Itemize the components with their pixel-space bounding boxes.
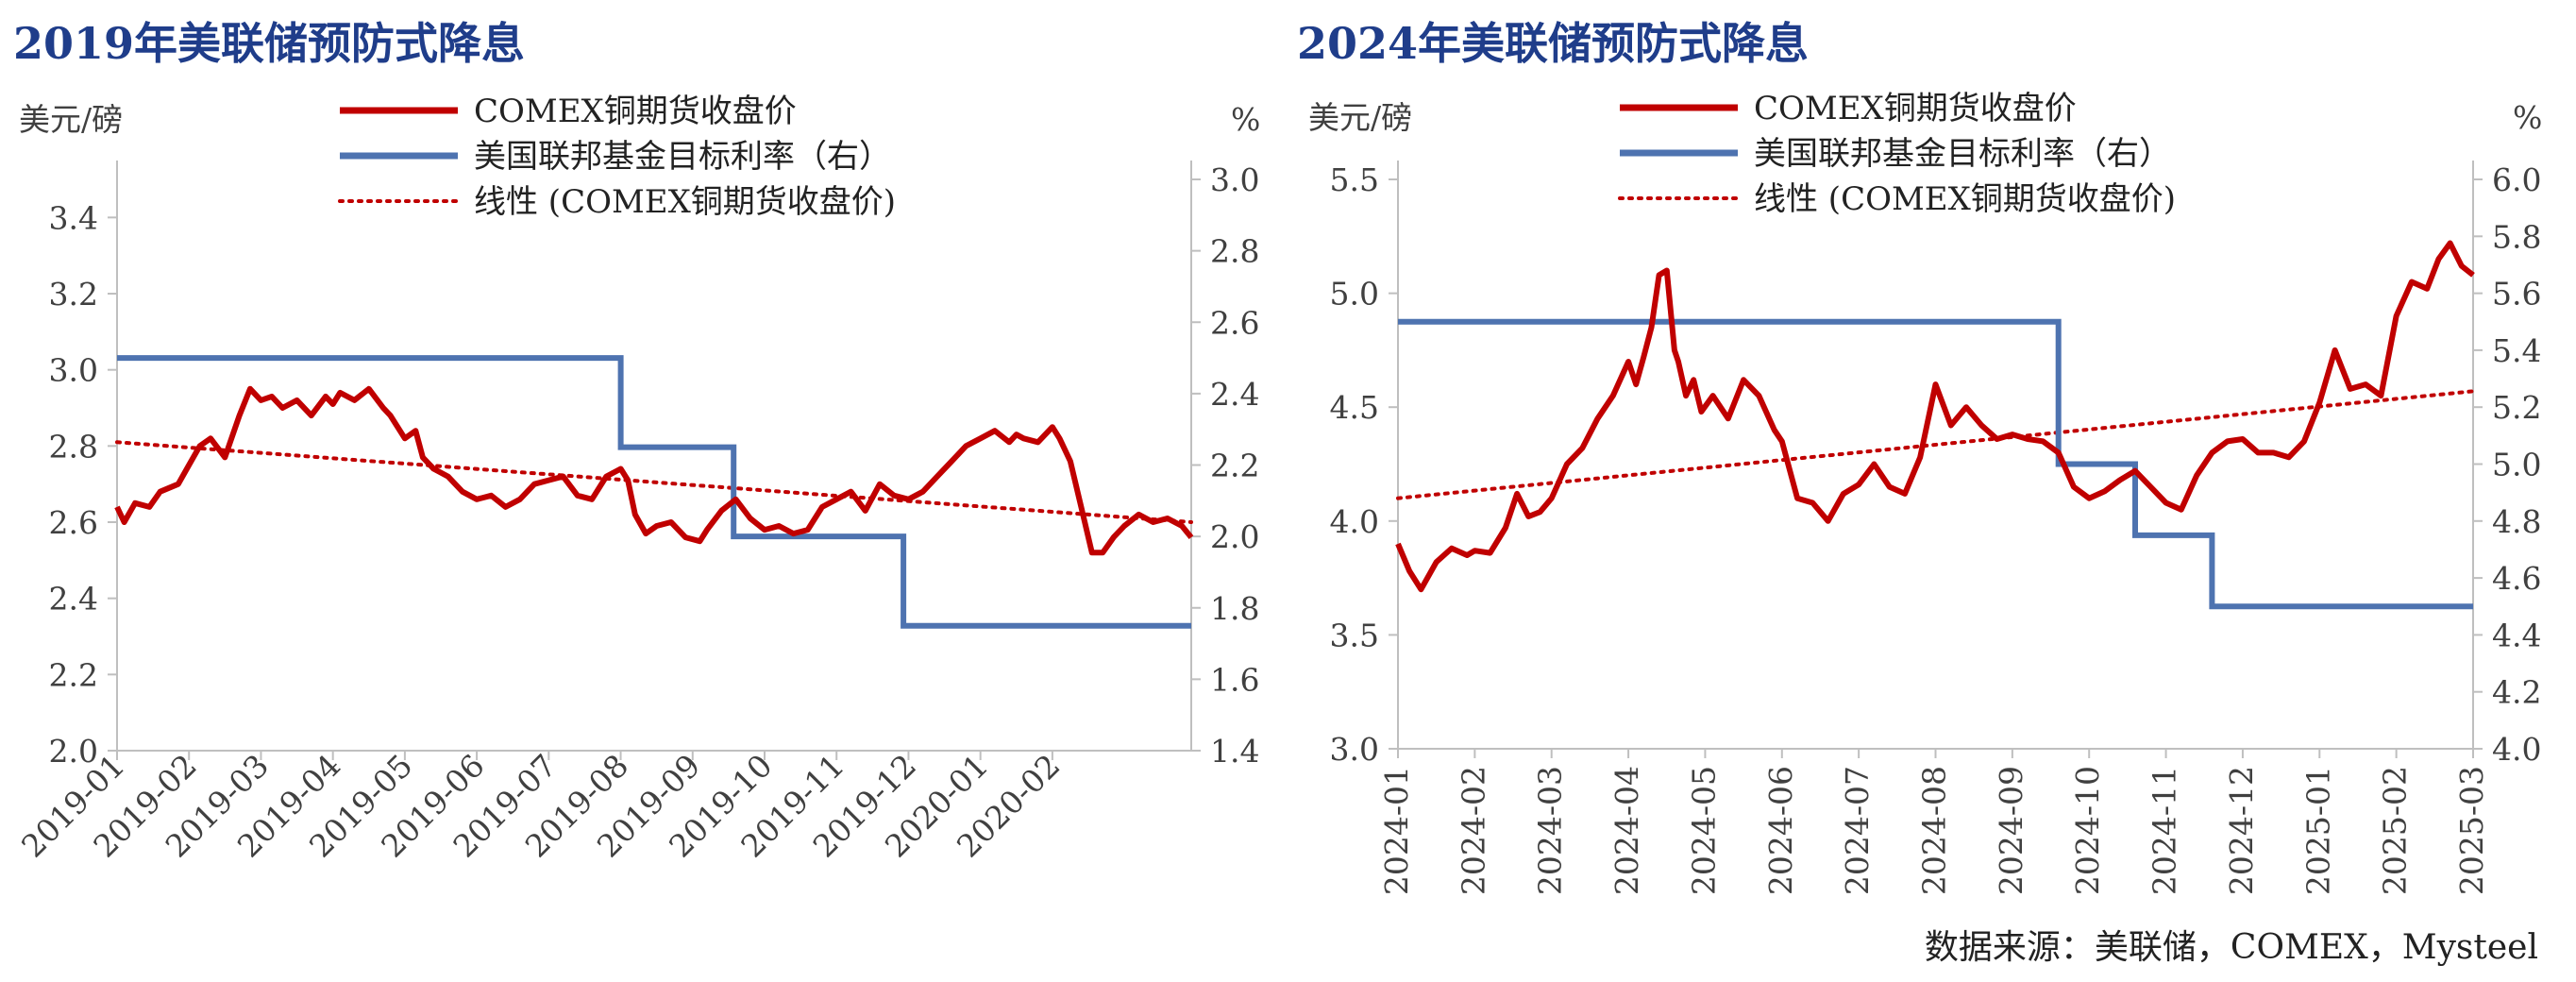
right-y-axis-label: % <box>2513 99 2542 136</box>
left-y-tick-label: 2.0 <box>49 733 98 770</box>
x-tick-label: 2024-10 <box>2069 766 2106 895</box>
left-y-tick-label: 5.0 <box>1330 276 1379 313</box>
right-y-tick-label: 2.2 <box>1210 448 1259 484</box>
left-y-tick-label: 3.4 <box>49 199 98 236</box>
x-tick-label: 2024-02 <box>1455 766 1491 895</box>
right-y-tick-label: 2.4 <box>1210 376 1259 413</box>
x-tick-label: 2024-07 <box>1839 766 1876 895</box>
copper-price-series <box>114 385 1194 556</box>
x-tick-label: 2024-12 <box>2223 766 2260 895</box>
source-note: 数据来源：美联储，COMEX，Mysteel <box>1924 928 2538 967</box>
left-y-axis-label: 美元/磅 <box>19 101 123 138</box>
left-y-tick-label: 2.6 <box>49 504 98 541</box>
right-y-tick-label: 5.8 <box>2492 218 2541 255</box>
x-tick-label: 2025-01 <box>2299 766 2336 895</box>
left-y-axis-label: 美元/磅 <box>1308 99 1412 136</box>
x-tick-label: 2024-11 <box>2147 766 2183 895</box>
left-y-tick-label: 4.0 <box>1330 503 1379 540</box>
left-y-tick-label: 3.0 <box>1330 731 1379 768</box>
right-y-tick-label: 2.0 <box>1210 518 1259 555</box>
right-y-tick-label: 1.8 <box>1210 590 1259 627</box>
right-y-tick-label: 1.4 <box>1210 733 1259 770</box>
x-tick-label: 2024-08 <box>1916 766 1953 895</box>
left-y-tick-label: 5.5 <box>1330 161 1379 198</box>
left-chart-title: 2019年美联储预防式降息 <box>13 18 526 69</box>
right-chart-panel: 3.0 3.5 4.0 4.5 5.0 5.5 4.0 4.2 4.4 4.6 4.8 5.0 5.2 5… <box>1288 0 2576 982</box>
x-tick-label: 2024-05 <box>1685 766 1722 895</box>
right-y-tick-label: 5.4 <box>2492 332 2541 369</box>
left-y-tick-label: 4.5 <box>1330 389 1379 426</box>
right-y-tick-label: 4.8 <box>2492 503 2541 540</box>
right-y-tick-label: 4.6 <box>2492 560 2541 597</box>
right-y-axis-label: % <box>1231 101 1260 138</box>
left-y-tick-label: 3.5 <box>1330 617 1379 653</box>
right-y-tick-label: 5.6 <box>2492 276 2541 313</box>
right-y-tick-label: 4.0 <box>2492 731 2541 768</box>
legend-label-trend: 线性 (COMEX铜期货收盘价) <box>474 183 896 221</box>
x-tick-label: 2024-06 <box>1762 766 1799 895</box>
right-y-tick-label: 4.2 <box>2492 674 2541 711</box>
x-tick-label: 2024-03 <box>1532 766 1569 895</box>
right-y-tick-label: 4.4 <box>2492 617 2541 653</box>
legend-label-copper: COMEX铜期货收盘价 <box>474 93 797 130</box>
copper-price-series <box>1395 240 2475 593</box>
left-y-tick-label: 2.2 <box>49 656 98 693</box>
left-y-tick-label: 2.8 <box>49 428 98 465</box>
right-y-tick-label: 6.0 <box>2492 161 2541 198</box>
trend-line-series <box>1396 389 2475 500</box>
left-y-tick-label: 2.4 <box>49 581 98 618</box>
x-tick-label: 2025-02 <box>2377 766 2414 895</box>
x-tick-label: 2024-09 <box>1993 766 2029 895</box>
right-chart-title: 2024年美联储预防式降息 <box>1297 18 1810 69</box>
x-tick-label: 2024-04 <box>1608 766 1645 895</box>
right-y-tick-label: 5.2 <box>2492 389 2541 426</box>
left-chart-svg: 2.0 2.2 2.4 2.6 2.8 3.0 3.2 3.4 1.4 1.6 1.8 2.0 2.2 2… <box>14 93 1260 865</box>
legend-label-rate: 美国联邦基金目标利率（右） <box>1754 135 2171 173</box>
legend-label-rate: 美国联邦基金目标利率（右） <box>474 138 891 176</box>
right-y-tick-label: 5.0 <box>2492 447 2541 483</box>
x-tick-label: 2024-01 <box>1378 766 1415 895</box>
x-tick-label: 2025-03 <box>2453 766 2490 895</box>
trend-line-series <box>115 440 1193 524</box>
left-chart-panel: 2.0 2.2 2.4 2.6 2.8 3.0 3.2 3.4 1.4 1.6 1.8 2.0 2.2 2… <box>13 18 1260 865</box>
left-y-tick-label: 3.2 <box>49 276 98 313</box>
right-y-tick-label: 2.6 <box>1210 304 1259 341</box>
left-y-tick-label: 3.0 <box>49 352 98 389</box>
right-chart-svg: 3.0 3.5 4.0 4.5 5.0 5.5 4.0 4.2 4.4 4.6 4.8 5.0 5.2 5… <box>1308 90 2542 895</box>
right-y-tick-label: 1.6 <box>1210 661 1259 698</box>
legend-label-trend: 线性 (COMEX铜期货收盘价) <box>1754 180 2176 218</box>
fed-rate-series <box>117 355 1191 629</box>
right-y-tick-label: 3.0 <box>1210 161 1259 198</box>
legend-label-copper: COMEX铜期货收盘价 <box>1754 90 2077 127</box>
right-y-tick-label: 2.8 <box>1210 233 1259 270</box>
fed-rate-series <box>1398 318 2473 610</box>
